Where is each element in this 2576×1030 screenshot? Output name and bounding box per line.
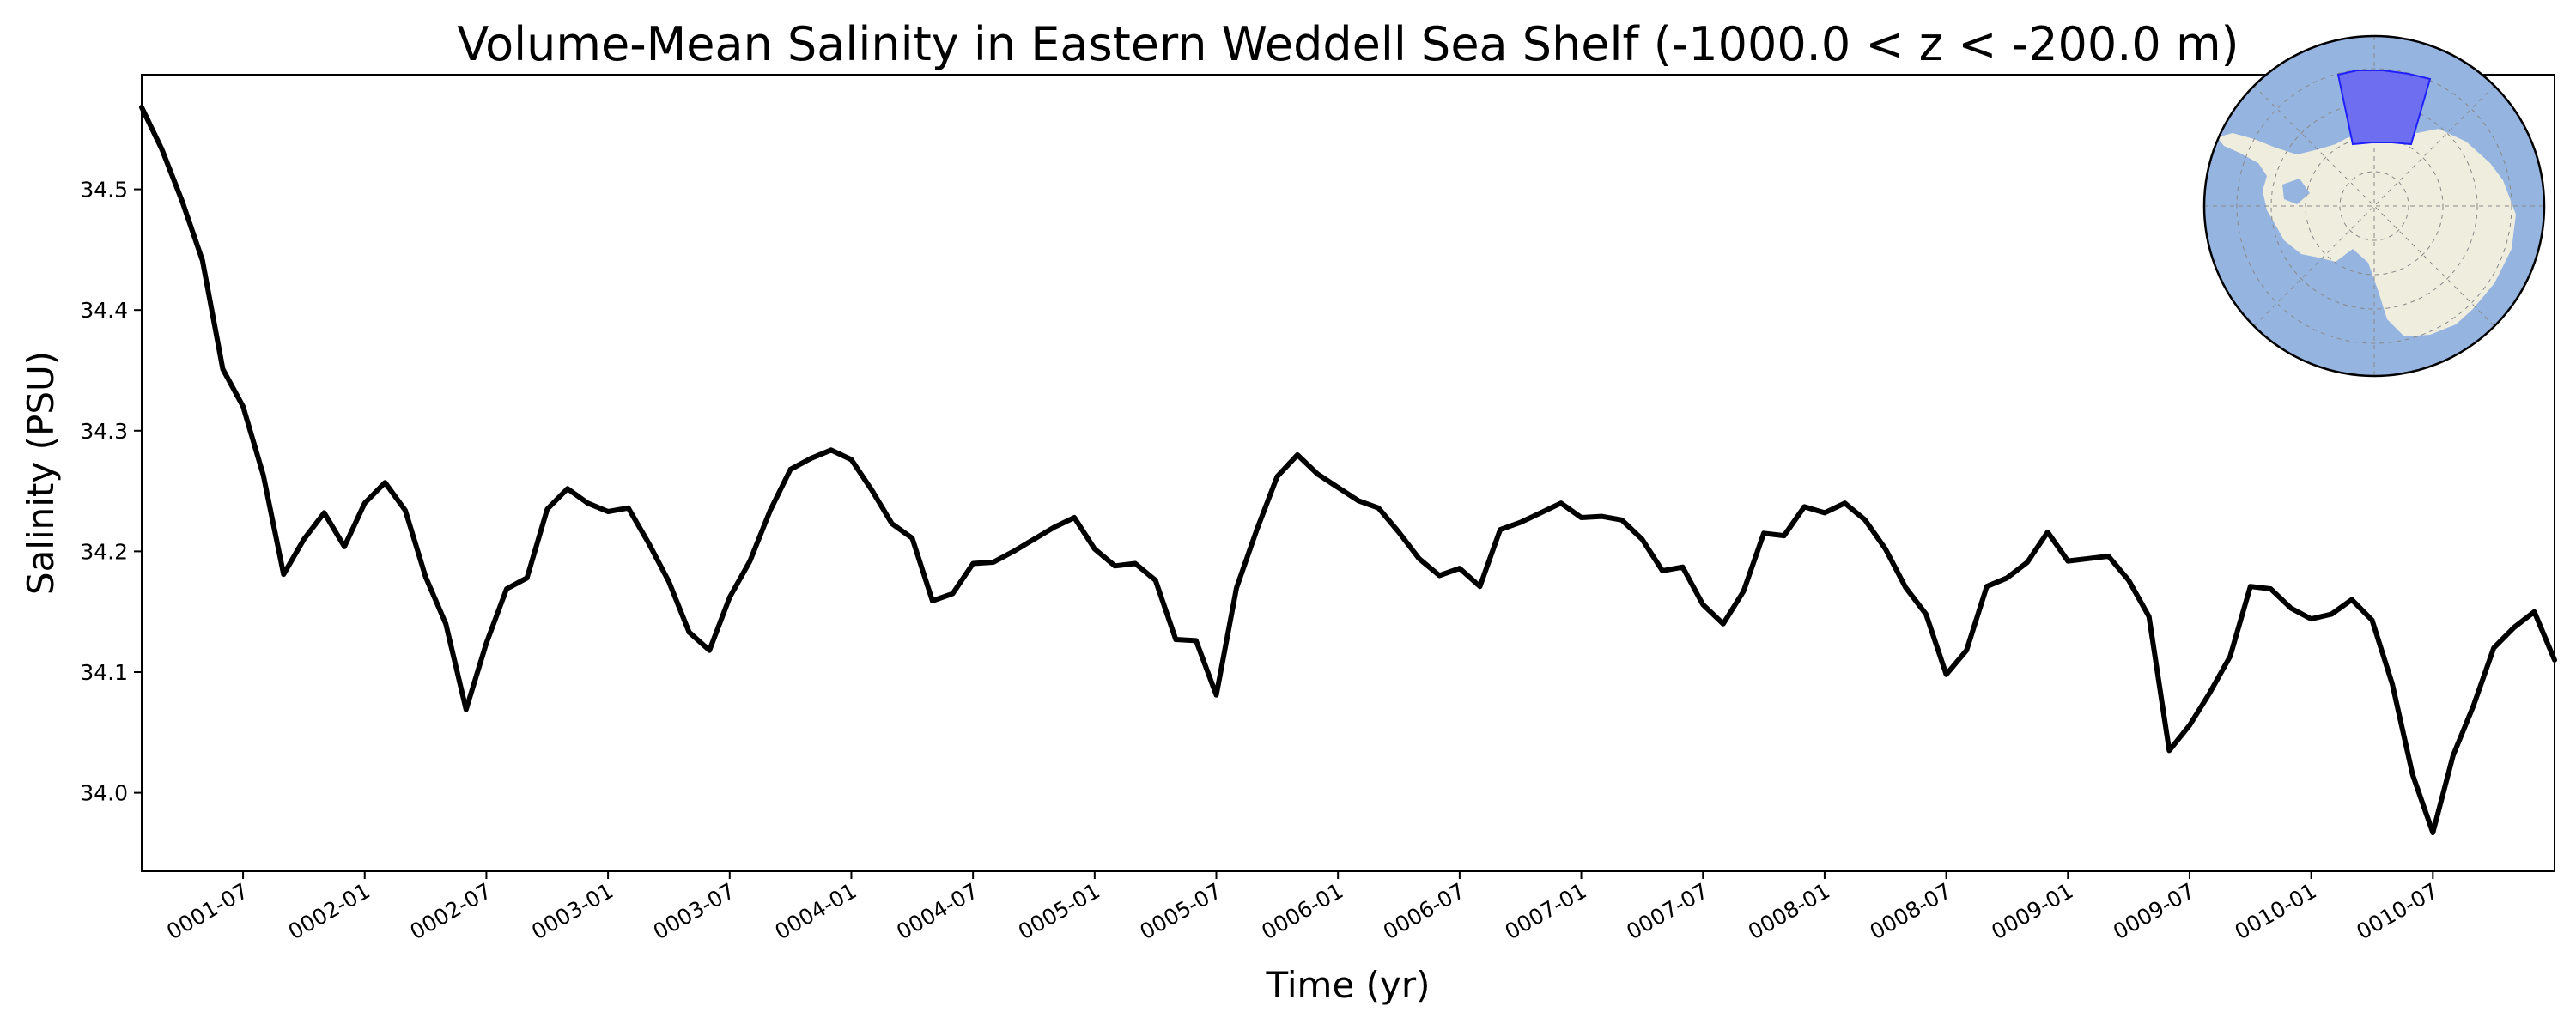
y-tick-label: 34.1 bbox=[80, 660, 128, 685]
y-axis: 34.0 34.1 34.2 34.3 34.4 34.5 bbox=[80, 178, 142, 806]
chart-title: Volume-Mean Salinity in Eastern Weddell … bbox=[457, 17, 2239, 71]
map-graticule bbox=[2204, 36, 2544, 376]
axes-frame bbox=[141, 74, 2555, 872]
y-tick-label: 34.4 bbox=[80, 298, 128, 323]
salinity-series-line bbox=[139, 105, 2557, 835]
y-tick-label: 34.3 bbox=[80, 419, 128, 444]
y-axis-label: Salinity (PSU) bbox=[20, 351, 62, 595]
plot-area bbox=[139, 74, 2557, 872]
map-border bbox=[2202, 34, 2546, 378]
x-axis-label: Time (yr) bbox=[1265, 964, 1430, 1006]
y-tick-label: 34.2 bbox=[80, 539, 128, 564]
y-tick-label: 34.0 bbox=[80, 781, 128, 806]
inset-map-antarctica bbox=[2202, 34, 2546, 378]
y-tick-label: 34.5 bbox=[80, 178, 128, 203]
map-ice-shelf bbox=[2282, 179, 2310, 204]
map-region-eastern-weddell-shelf bbox=[2336, 70, 2432, 146]
